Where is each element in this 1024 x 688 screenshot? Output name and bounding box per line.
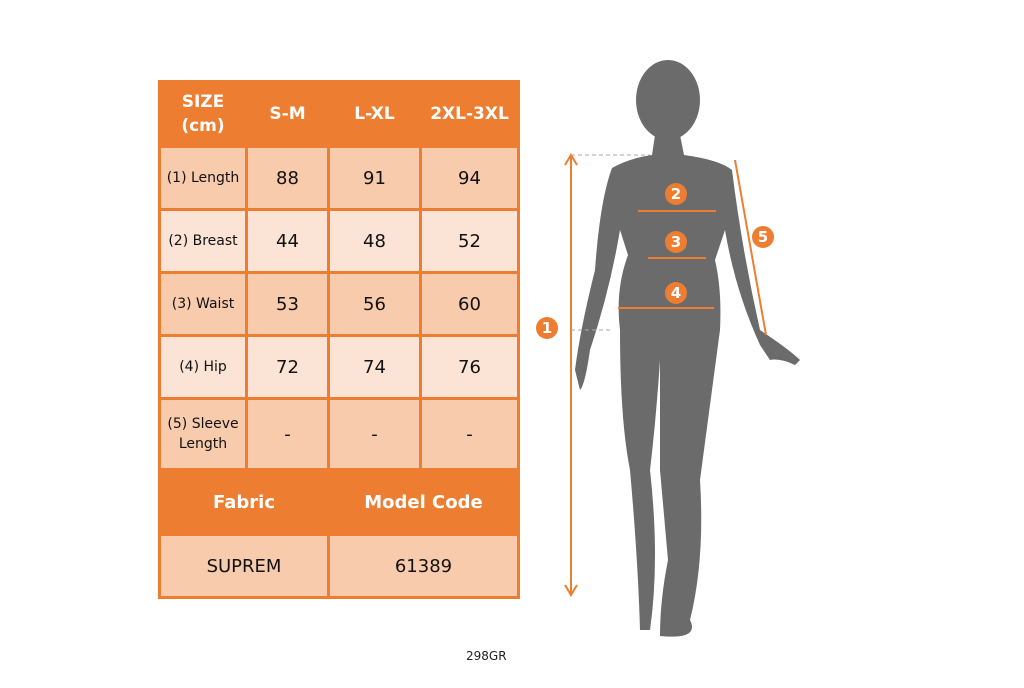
cell: 53 xyxy=(245,271,330,337)
marker-label: 5 xyxy=(758,228,768,246)
silhouette-icon xyxy=(575,60,800,637)
footer-value-row: SUPREM 61389 xyxy=(158,533,520,599)
cell: 48 xyxy=(327,208,422,274)
cell: 88 xyxy=(245,145,330,211)
measurement-arrows xyxy=(564,153,767,597)
table-header-row: SIZE (cm) S-M L-XL 2XL-3XL xyxy=(158,80,520,148)
footer-header-row: Fabric Model Code xyxy=(158,468,520,536)
model-code-header: Model Code xyxy=(327,468,520,536)
guide-lines xyxy=(571,154,650,331)
marker-2 xyxy=(665,183,687,205)
cell: - xyxy=(245,397,330,471)
cell: 60 xyxy=(419,271,520,337)
cell: 74 xyxy=(327,334,422,400)
row-label: (4) Hip xyxy=(158,334,248,400)
marker-label: 2 xyxy=(671,185,681,203)
header-cell: L-XL xyxy=(327,80,422,148)
cell: 91 xyxy=(327,145,422,211)
marker-label: 3 xyxy=(671,233,681,251)
header-cell: S-M xyxy=(245,80,330,148)
header-cell: SIZE (cm) xyxy=(158,80,248,148)
table-row: (1) Length 88 91 94 xyxy=(158,145,520,211)
marker-label: 1 xyxy=(542,319,552,337)
table-row: (4) Hip 72 74 76 xyxy=(158,334,520,400)
cell: 56 xyxy=(327,271,422,337)
fabric-header: Fabric xyxy=(158,468,330,536)
body-silhouette-figure: 1 2 3 4 5 xyxy=(536,60,800,637)
cell: - xyxy=(327,397,422,471)
table-row: (2) Breast 44 48 52 xyxy=(158,208,520,274)
row-label: (5) Sleeve Length xyxy=(158,397,248,471)
cell: 72 xyxy=(245,334,330,400)
product-code: 298GR xyxy=(466,649,507,663)
cell: 76 xyxy=(419,334,520,400)
cell: - xyxy=(419,397,520,471)
marker-label: 4 xyxy=(671,284,681,302)
size-chart-table: SIZE (cm) S-M L-XL 2XL-3XL (1) Length 88… xyxy=(158,80,520,599)
marker-3 xyxy=(665,231,687,253)
table-row: (3) Waist 53 56 60 xyxy=(158,271,520,337)
cell: 52 xyxy=(419,208,520,274)
marker-5 xyxy=(752,226,774,248)
marker-1 xyxy=(536,317,558,339)
model-code-value: 61389 xyxy=(327,533,520,599)
row-label: (3) Waist xyxy=(158,271,248,337)
marker-4 xyxy=(665,282,687,304)
row-label: (2) Breast xyxy=(158,208,248,274)
fabric-value: SUPREM xyxy=(158,533,330,599)
row-label: (1) Length xyxy=(158,145,248,211)
header-cell: 2XL-3XL xyxy=(419,80,520,148)
cell: 94 xyxy=(419,145,520,211)
table-row: (5) Sleeve Length - - - xyxy=(158,397,520,471)
cell: 44 xyxy=(245,208,330,274)
